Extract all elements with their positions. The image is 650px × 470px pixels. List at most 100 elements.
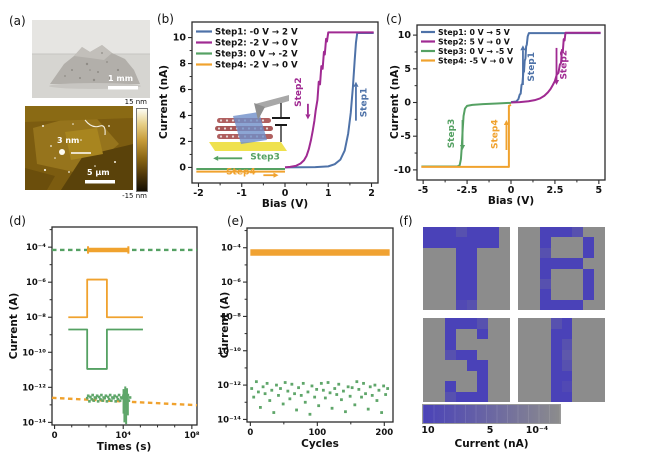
svg-text:10⁻¹²: 10⁻¹²	[218, 381, 241, 391]
map-B-cell	[594, 289, 605, 300]
svg-text:Step3: 0 V → -5 V: Step3: 0 V → -5 V	[438, 47, 513, 56]
svg-text:0: 0	[508, 185, 515, 196]
map-S-cell	[466, 339, 478, 350]
c-step4-curve	[421, 103, 512, 168]
svg-text:10⁴: 10⁴	[115, 431, 131, 441]
svg-text:Current (A): Current (A)	[8, 293, 20, 360]
svg-text:Current (nA): Current (nA)	[158, 65, 170, 139]
map-S-cell	[455, 370, 467, 381]
panel-d-label: (d)	[9, 214, 26, 228]
svg-text:Step2: Step2	[294, 77, 304, 107]
map-T-cell	[444, 247, 456, 259]
svg-text:10⁻¹⁴: 10⁻¹⁴	[218, 415, 241, 425]
map-B-cell	[561, 289, 573, 300]
svg-text:Current (nA): Current (nA)	[389, 65, 401, 139]
map-T-cell	[455, 268, 467, 279]
panel-a-label: (a)	[9, 14, 26, 28]
map-I-cell	[594, 391, 605, 402]
svg-text:100: 100	[308, 428, 326, 438]
map-S-cell	[433, 349, 445, 360]
map-T-cell	[423, 258, 434, 269]
map-I-cell	[528, 318, 540, 329]
svg-text:Step2: Step2	[559, 50, 569, 80]
map-T-cell	[433, 289, 445, 300]
map-I-cell	[539, 318, 551, 329]
map-I-cell	[518, 339, 529, 350]
map-T-cell	[499, 247, 510, 259]
powder-pile	[50, 45, 140, 84]
map-I-cell	[561, 328, 573, 339]
svg-text:10⁸: 10⁸	[184, 431, 200, 441]
svg-text:-5: -5	[400, 131, 411, 142]
map-B-cell	[583, 289, 595, 300]
map-B-cell	[550, 289, 562, 300]
map-I-cell	[518, 381, 529, 392]
map-T-cell	[444, 227, 456, 238]
d-set-pulse	[68, 278, 143, 319]
map-I-cell	[561, 318, 573, 329]
map-S-cell	[455, 328, 467, 339]
map-S-cell	[423, 328, 434, 339]
svg-text:10⁻¹⁰: 10⁻¹⁰	[218, 347, 241, 357]
svg-text:200: 200	[375, 428, 393, 438]
map-T-cell	[466, 247, 478, 259]
map-S-cell	[444, 381, 456, 392]
map-B-cell	[561, 258, 573, 269]
map-B-cell	[594, 268, 605, 279]
map-I-cell	[594, 360, 605, 371]
map-S-cell	[488, 391, 500, 402]
svg-text:4: 4	[179, 110, 186, 121]
map-I-cell	[583, 381, 595, 392]
map-B-cell	[539, 299, 551, 310]
map-B-cell	[561, 227, 573, 238]
letter-map-B	[518, 227, 605, 310]
panel-c-iv-chart: -5 -2.5 0 2.5 5 -10 -5 0 5 10 Bias (V) Current (nA)…	[389, 24, 606, 207]
map-T-cell	[477, 227, 489, 238]
map-T-cell	[433, 268, 445, 279]
svg-text:Step4: -5 V → 0 V: Step4: -5 V → 0 V	[438, 57, 513, 66]
photo-scalebar	[108, 86, 138, 90]
afm-cantilever	[255, 95, 289, 109]
map-T-cell	[499, 278, 510, 290]
map-S-cell	[466, 391, 478, 402]
map-I-cell	[518, 391, 529, 402]
svg-text:Step3: Step3	[250, 153, 280, 163]
map-I-cell	[561, 360, 573, 371]
map-T-cell	[423, 268, 434, 279]
svg-text:Step4: Step4	[490, 119, 500, 149]
map-S-cell	[455, 349, 467, 360]
svg-text:8: 8	[179, 59, 186, 70]
map-I-cell	[572, 318, 584, 329]
letter-map-I	[518, 318, 605, 402]
map-T-cell	[488, 268, 500, 279]
map-I-cell	[539, 328, 551, 339]
map-S-cell	[423, 360, 434, 371]
afm-zmax-text: 15 nm	[124, 98, 147, 106]
map-S-cell	[499, 349, 510, 360]
map-S-cell	[499, 370, 510, 381]
svg-text:0: 0	[282, 188, 289, 199]
d-reset-pulse	[68, 328, 143, 370]
map-S-cell	[455, 391, 467, 402]
map-B-cell	[550, 237, 562, 248]
svg-text:0: 0	[52, 431, 58, 441]
map-S-cell	[433, 328, 445, 339]
map-S-cell	[455, 318, 467, 329]
map-I-cell	[572, 349, 584, 360]
map-B-cell	[539, 289, 551, 300]
afm-image	[25, 106, 133, 190]
colorbar-tick-1e-4: 10⁻⁴	[525, 425, 549, 436]
panel-e-endurance-chart: 0 100 200 10⁻⁴ 10⁻⁶ 10⁻⁸ 10⁻¹⁰ 10⁻¹² 10⁻¹⁴ Cycles…	[218, 227, 394, 450]
map-T-cell	[455, 227, 467, 238]
map-B-cell	[594, 227, 605, 238]
map-S-cell	[423, 318, 434, 329]
map-T-cell	[499, 268, 510, 279]
svg-text:Times (s): Times (s)	[97, 441, 152, 453]
map-I-cell	[583, 318, 595, 329]
panel-f-label: (f)	[399, 214, 413, 228]
map-B-cell	[539, 278, 551, 290]
map-S-cell	[499, 391, 510, 402]
map-B-cell	[550, 227, 562, 238]
map-S-cell	[444, 370, 456, 381]
svg-text:6: 6	[179, 85, 186, 96]
